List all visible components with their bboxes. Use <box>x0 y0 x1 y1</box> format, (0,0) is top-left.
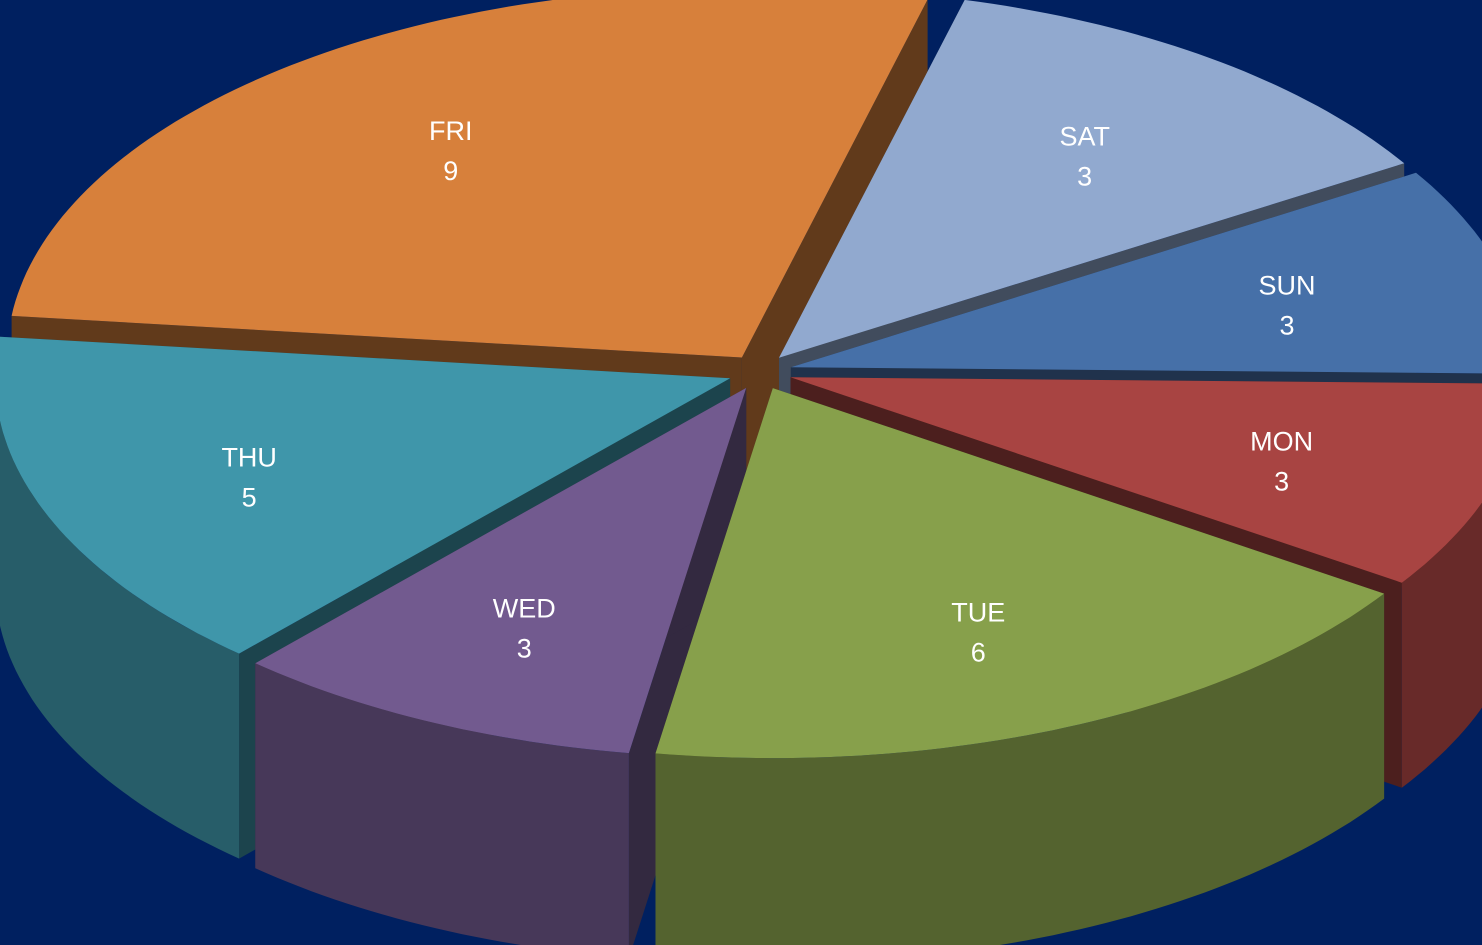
slice-tue-category-label: TUE <box>951 598 1005 628</box>
slice-sun-value-label: 3 <box>1279 311 1294 341</box>
slice-tue-value-label: 6 <box>971 638 986 668</box>
slice-tue-outer-wall <box>655 593 1385 945</box>
slice-sat-value-label: 3 <box>1077 162 1092 192</box>
slice-wed-outer-wall <box>255 663 629 945</box>
slice-thu-top <box>0 336 731 654</box>
slice-tue-top <box>655 388 1385 759</box>
slice-mon-outer-wall <box>1401 502 1482 788</box>
slice-wed-top <box>255 387 747 754</box>
slice-fri-category-label: FRI <box>429 116 473 146</box>
slice-tue <box>655 388 1385 945</box>
slice-thu-category-label: THU <box>221 442 277 472</box>
slice-sat-top <box>779 0 1405 358</box>
slice-fri-value-label: 9 <box>443 156 458 186</box>
slice-mon-top <box>790 377 1482 583</box>
slice-thu-outer-wall <box>0 420 240 859</box>
slice-thu-value-label: 5 <box>242 482 257 512</box>
labels-layer: MON 3 TUE 6 WED 3 THU 5 FRI 9 SAT 3 SUN 3 <box>221 116 1315 668</box>
slice-sun-top <box>790 172 1482 374</box>
slice-wed-category-label: WED <box>493 594 556 624</box>
slice-mon-category-label: MON <box>1250 427 1313 457</box>
slice-wed-value-label: 3 <box>517 634 532 664</box>
slice-fri-top <box>11 0 928 358</box>
slice-sun-category-label: SUN <box>1258 271 1315 301</box>
slice-sat-category-label: SAT <box>1059 122 1110 152</box>
slice-mon-value-label: 3 <box>1274 467 1289 497</box>
